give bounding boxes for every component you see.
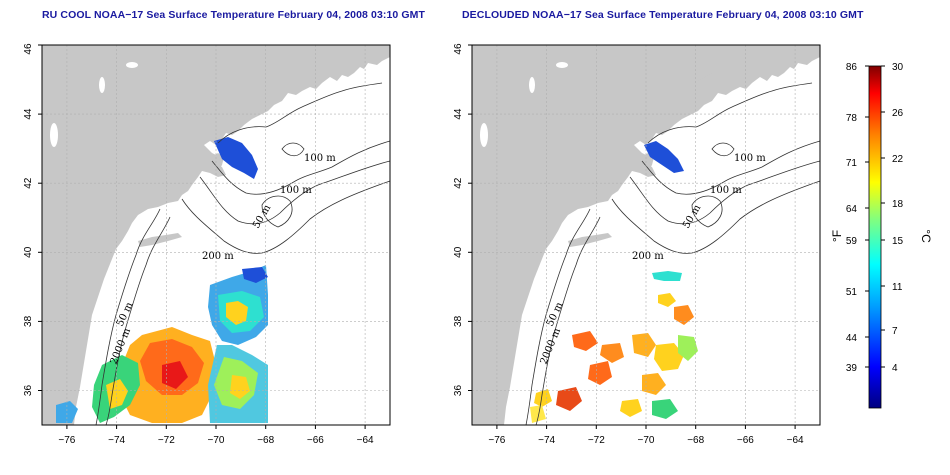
x-tick-label: −66 — [307, 435, 324, 446]
colorbar-unit-celsius: °C — [919, 229, 933, 243]
colorbar-f-tick: 59 — [846, 236, 858, 247]
contours-left — [95, 82, 391, 426]
x-tick-label: −64 — [357, 435, 374, 446]
x-tick-label: −74 — [538, 435, 555, 446]
x-tick-label: −76 — [58, 435, 75, 446]
y-tick-label: 40 — [453, 246, 464, 258]
axes-left: −76 −74 −72 −70 −68 −66 −64 36 38 40 42 … — [23, 43, 374, 446]
colorbar-c-tick: 18 — [892, 199, 904, 210]
sst-patches-left — [56, 137, 268, 423]
x-tick-label: −72 — [588, 435, 605, 446]
x-tick-label: −76 — [488, 435, 505, 446]
contour-label: 100 m — [304, 153, 336, 164]
colorbar: 86 78 71 64 59 51 44 39 30 26 22 18 15 1… — [830, 62, 933, 409]
colorbar-c-tick: 7 — [892, 326, 898, 337]
colorbar-unit-fahrenheit: °F — [830, 230, 844, 242]
y-tick-label: 38 — [453, 315, 464, 327]
contour-label: 100 m — [734, 153, 766, 164]
contours-right — [525, 82, 821, 426]
colorbar-f-tick: 78 — [846, 113, 858, 124]
y-tick-label: 38 — [23, 315, 34, 327]
colorbar-c-tick: 26 — [892, 108, 904, 119]
x-tick-label: −72 — [158, 435, 175, 446]
colorbar-f-tick: 86 — [846, 62, 858, 73]
y-tick-label: 44 — [23, 108, 34, 120]
colorbar-c-tick: 22 — [892, 154, 904, 165]
y-tick-label: 46 — [23, 43, 34, 55]
colorbar-c-tick: 15 — [892, 236, 904, 247]
colorbar-c-tick: 11 — [892, 282, 903, 293]
contour-label: 200 m — [202, 251, 234, 262]
y-tick-label: 42 — [23, 177, 34, 189]
x-tick-label: −70 — [638, 435, 655, 446]
panel-right-title: DECLOUDED NOAA−17 Sea Surface Temperatur… — [462, 9, 864, 21]
axes-right: −76 −74 −72 −70 −68 −66 −64 36 38 40 42 … — [453, 43, 804, 446]
colorbar-c-tick: 4 — [892, 363, 898, 374]
y-tick-label: 44 — [453, 108, 464, 120]
panel-left-title: RU COOL NOAA−17 Sea Surface Temperature … — [42, 9, 426, 21]
contour-label: 200 m — [632, 251, 664, 262]
y-tick-label: 46 — [453, 43, 464, 55]
colorbar-f-tick: 51 — [846, 287, 858, 298]
x-tick-label: −68 — [257, 435, 274, 446]
x-tick-label: −74 — [108, 435, 125, 446]
contour-label: 100 m — [710, 185, 742, 196]
colorbar-f-tick: 64 — [846, 204, 858, 215]
x-tick-label: −64 — [787, 435, 804, 446]
colorbar-f-tick: 44 — [846, 333, 858, 344]
y-tick-label: 40 — [23, 246, 34, 258]
colorbar-gradient — [868, 65, 882, 409]
y-tick-label: 42 — [453, 177, 464, 189]
panel-right-map: 100 m 100 m 50 m 200 m 50 m 2000 m — [471, 44, 821, 426]
colorbar-f-tick: 71 — [846, 158, 858, 169]
sst-patches-right — [530, 141, 698, 423]
contour-label: 100 m — [280, 185, 312, 196]
colorbar-c-tick: 30 — [892, 62, 904, 73]
y-tick-label: 36 — [23, 385, 34, 397]
x-tick-label: −66 — [737, 435, 754, 446]
panel-left-map: 100 m 100 m 50 m 200 m 50 m 2000 m — [41, 44, 391, 426]
x-tick-label: −70 — [208, 435, 225, 446]
grid-left — [42, 45, 390, 425]
grid-right — [472, 45, 820, 425]
y-tick-label: 36 — [453, 385, 464, 397]
colorbar-f-tick: 39 — [846, 363, 858, 374]
x-tick-label: −68 — [687, 435, 704, 446]
